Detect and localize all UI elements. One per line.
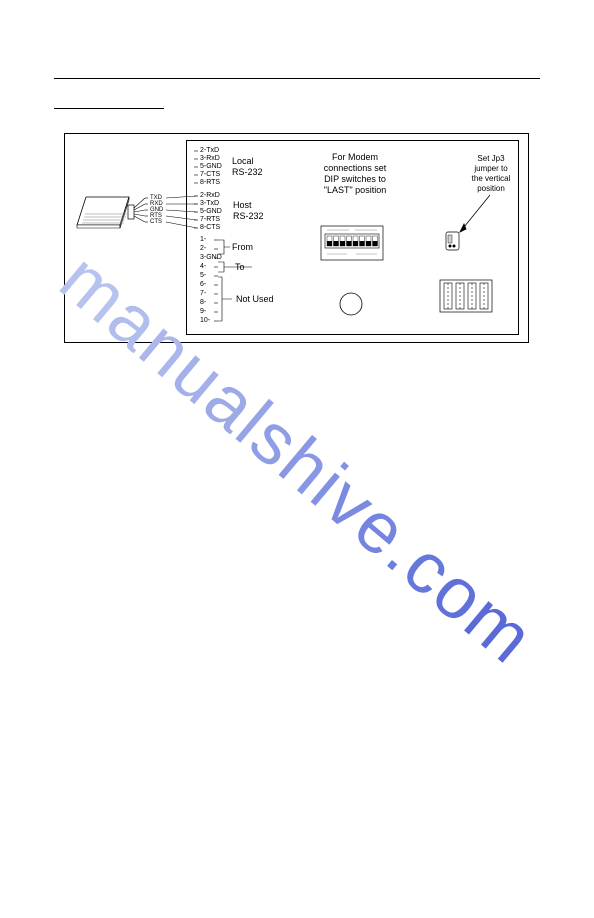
host-pin-label: 2-RxD — [200, 192, 220, 200]
local-pin-label: 5-GND — [200, 163, 222, 171]
local-pin-label: 8-RTS — [200, 179, 220, 187]
host-pin-label: 7-RTS — [200, 216, 220, 224]
tb-num: 2- — [200, 245, 206, 253]
dip-switch-icon — [321, 226, 383, 260]
tb-num: 8- — [200, 299, 206, 307]
tb-num: 9- — [200, 308, 206, 316]
tb-num: 7- — [200, 290, 206, 298]
local-port-title: Local RS-232 — [232, 156, 263, 178]
modem-note: For Modem connections set DIP switches t… — [310, 152, 400, 196]
tb-to-label: To — [235, 263, 245, 272]
jp3-arrow — [460, 195, 490, 232]
local-pin-label: 3-RxD — [200, 155, 220, 163]
tb-num: 10- — [200, 317, 210, 325]
host-pin-label: 8-CTS — [200, 224, 220, 232]
tb-num: 5- — [200, 272, 206, 280]
jp3-jumper-icon — [446, 232, 459, 250]
mounting-hole-icon — [340, 293, 362, 315]
terminal-brackets — [218, 240, 252, 321]
local-pin-label: 2-TxD — [200, 147, 219, 155]
local-port-ticks — [194, 151, 198, 183]
modem-pin-label: CTS — [150, 218, 162, 227]
local-pin-label: 7-CTS — [200, 171, 220, 179]
terminal-block-ticks — [214, 240, 218, 321]
tb-num: 3-GND — [200, 254, 222, 262]
host-pin-label: 3-TxD — [200, 200, 219, 208]
tb-notused-label: Not Used — [236, 295, 274, 304]
relay-row-icon — [440, 280, 492, 312]
tb-num: 6- — [200, 281, 206, 289]
tb-num: 1- — [200, 236, 206, 244]
tb-num: 4- — [200, 263, 206, 271]
modem-icon — [77, 197, 145, 228]
host-pin-label: 5-GND — [200, 208, 222, 216]
host-port-title: Host RS-232 — [233, 200, 264, 222]
jp3-note: Set Jp3 jumper to the vertical position — [464, 154, 518, 194]
tb-from-label: From — [232, 243, 253, 252]
host-port-ticks — [194, 196, 198, 228]
